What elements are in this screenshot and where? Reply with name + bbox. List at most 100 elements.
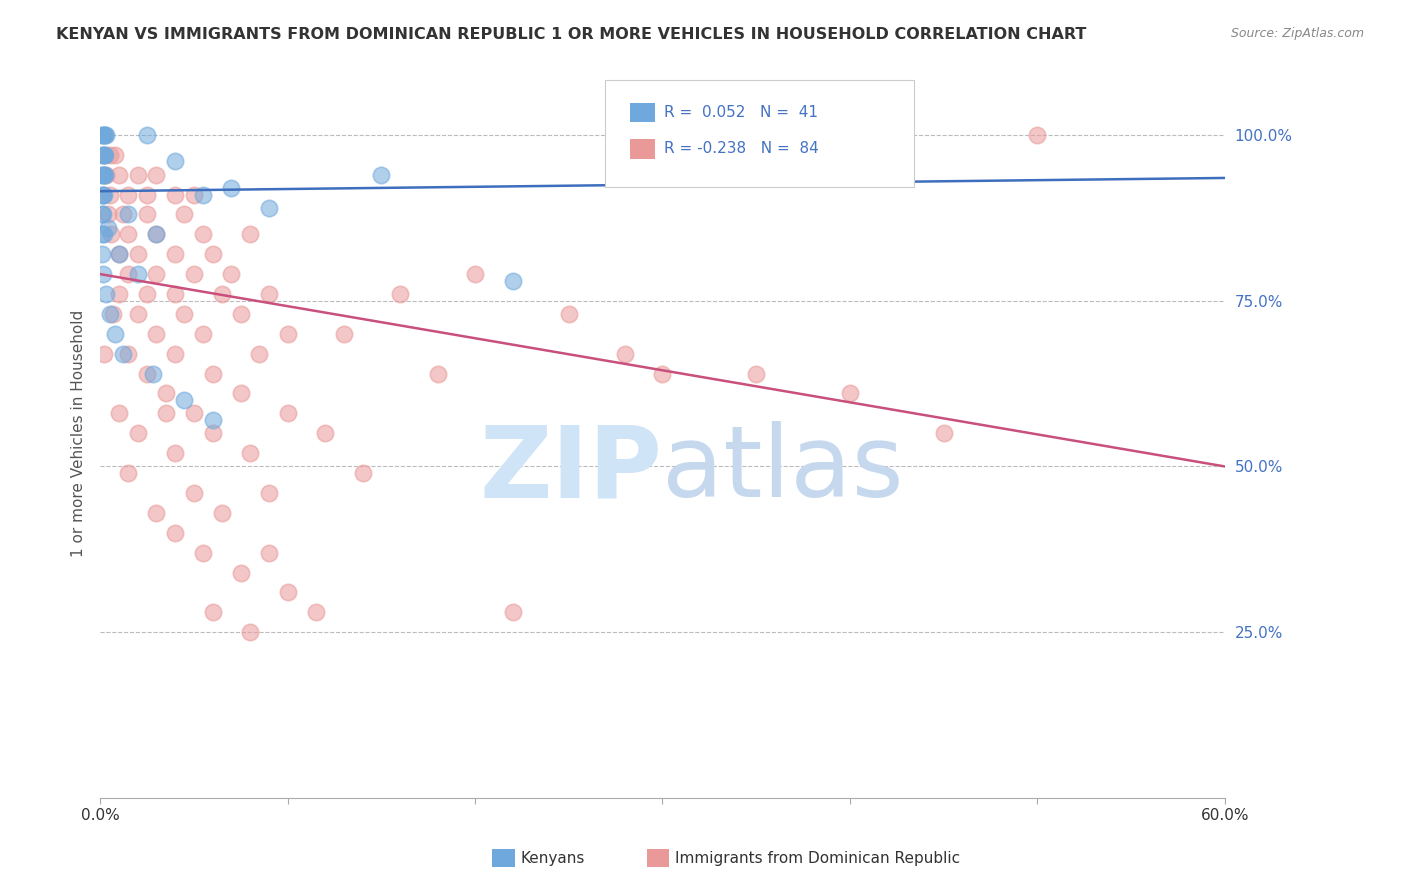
Point <box>91 187 114 202</box>
Point <box>145 267 167 281</box>
Point <box>257 201 280 215</box>
Point <box>93 187 115 202</box>
Point <box>94 128 117 142</box>
Point <box>91 168 114 182</box>
Point <box>108 247 131 261</box>
Point <box>91 227 114 242</box>
Point <box>91 267 114 281</box>
Point <box>136 128 159 142</box>
Point <box>464 267 486 281</box>
Point <box>201 367 224 381</box>
Point <box>104 147 127 161</box>
Point <box>229 307 252 321</box>
Point <box>614 347 637 361</box>
Text: Immigrants from Dominican Republic: Immigrants from Dominican Republic <box>675 851 960 865</box>
Point <box>193 227 215 242</box>
Point <box>173 393 195 408</box>
Point <box>211 287 233 301</box>
Point <box>183 406 205 420</box>
Point <box>201 413 224 427</box>
Point <box>93 227 115 242</box>
Point <box>155 386 177 401</box>
Text: Source: ZipAtlas.com: Source: ZipAtlas.com <box>1230 27 1364 40</box>
Point <box>257 546 280 560</box>
Point <box>173 207 195 221</box>
Point <box>165 347 187 361</box>
Point <box>94 168 117 182</box>
Point <box>91 147 114 161</box>
Point <box>93 147 115 161</box>
Point <box>127 267 149 281</box>
Point <box>201 606 224 620</box>
Point <box>651 367 673 381</box>
Point <box>91 168 114 182</box>
Point <box>165 247 187 261</box>
Point <box>136 187 159 202</box>
Point <box>201 426 224 441</box>
Point <box>117 466 139 480</box>
Text: atlas: atlas <box>662 421 904 518</box>
Point <box>745 367 768 381</box>
Point <box>145 506 167 520</box>
Point <box>94 128 117 142</box>
Point <box>558 307 581 321</box>
Point <box>229 566 252 580</box>
Point <box>173 307 195 321</box>
Point <box>108 168 131 182</box>
Point <box>839 386 862 401</box>
Point <box>389 287 412 301</box>
Point <box>108 247 131 261</box>
Point <box>100 227 122 242</box>
Point <box>91 207 114 221</box>
Point <box>229 386 252 401</box>
Point <box>97 220 120 235</box>
Point <box>98 187 121 202</box>
Point <box>91 187 114 202</box>
Y-axis label: 1 or more Vehicles in Household: 1 or more Vehicles in Household <box>72 310 86 557</box>
Point <box>142 367 165 381</box>
Point <box>93 128 115 142</box>
Point <box>127 426 149 441</box>
Point <box>183 187 205 202</box>
Point <box>91 128 114 142</box>
Point <box>117 267 139 281</box>
Point <box>93 168 115 182</box>
Point <box>183 267 205 281</box>
Point <box>165 154 187 169</box>
Point <box>370 168 392 182</box>
Point <box>91 247 114 261</box>
Point <box>257 486 280 500</box>
Point <box>193 187 215 202</box>
Point <box>145 168 167 182</box>
Point <box>1026 128 1049 142</box>
Point <box>221 181 243 195</box>
Point <box>211 506 233 520</box>
Text: Kenyans: Kenyans <box>520 851 585 865</box>
Point <box>651 154 673 169</box>
Point <box>94 168 117 182</box>
Point <box>97 207 120 221</box>
Point <box>91 207 114 221</box>
Point <box>98 307 121 321</box>
Point <box>201 247 224 261</box>
Point <box>127 247 149 261</box>
Point <box>94 287 117 301</box>
Point <box>136 367 159 381</box>
Text: R = -0.238   N =  84: R = -0.238 N = 84 <box>664 142 818 156</box>
Point <box>136 287 159 301</box>
Point <box>193 546 215 560</box>
Point <box>426 367 449 381</box>
Point <box>249 347 271 361</box>
Point <box>165 525 187 540</box>
Point <box>932 426 955 441</box>
Point <box>104 326 127 341</box>
Point <box>111 347 134 361</box>
Point <box>117 227 139 242</box>
Point <box>277 326 299 341</box>
Point <box>277 406 299 420</box>
Point <box>314 426 336 441</box>
Point <box>221 267 243 281</box>
Text: R =  0.052   N =  41: R = 0.052 N = 41 <box>664 105 818 120</box>
Point <box>239 227 262 242</box>
Point <box>239 446 262 460</box>
